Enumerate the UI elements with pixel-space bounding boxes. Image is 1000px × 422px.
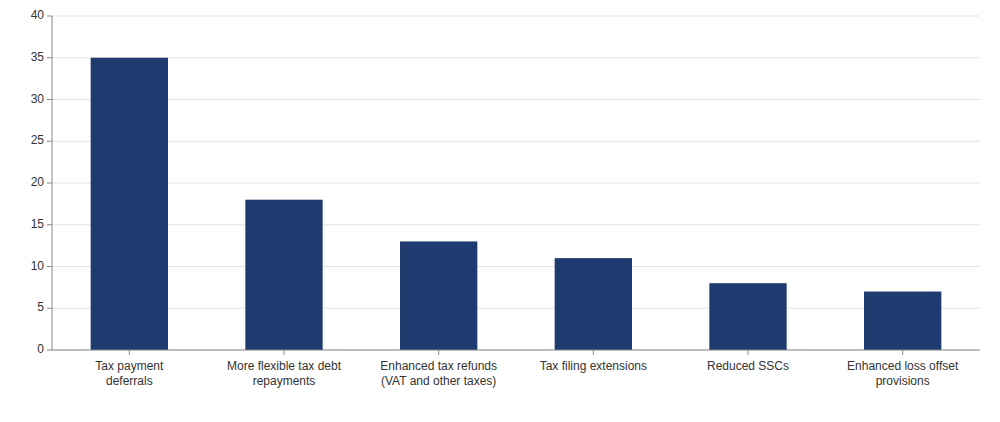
y-tick-label: 0: [37, 342, 44, 356]
x-tick-label: More flexible tax debtrepayments: [227, 359, 342, 388]
y-tick: [47, 99, 52, 100]
y-tick-label: 15: [31, 217, 45, 231]
x-tick-label: Tax paymentdeferrals: [95, 359, 164, 388]
x-tick-label-line: Enhanced loss offset: [847, 359, 959, 373]
grid-line: [52, 224, 980, 225]
grid-line: [52, 183, 980, 184]
bar: [400, 241, 477, 350]
chart-container: 0 5 10 15 20 25 30 35 40 Tax paymentdeferrals More…: [0, 0, 1000, 422]
bar: [245, 200, 322, 350]
x-tick-label-line: Reduced SSCs: [707, 359, 789, 373]
x-tick-label-line: Enhanced tax refunds: [380, 359, 497, 373]
x-tick: [748, 350, 749, 355]
y-tick-label: 10: [31, 259, 45, 273]
bars: [91, 58, 942, 350]
y-tick: [47, 57, 52, 58]
grid-line: [52, 308, 980, 309]
grid: [52, 16, 980, 350]
x-tick: [593, 350, 594, 355]
x-tick-label-line: repayments: [253, 374, 316, 388]
bar: [709, 283, 786, 350]
y-tick: [47, 224, 52, 225]
y-tick: [47, 183, 52, 184]
x-tick-label-line: deferrals: [106, 374, 153, 388]
x-tick: [129, 350, 130, 355]
y-tick: [47, 141, 52, 142]
x-tick-label: Tax filing extensions: [540, 359, 647, 373]
bar: [864, 292, 941, 350]
x-tick: [438, 350, 439, 355]
y-tick: [47, 266, 52, 267]
y-tick-label: 25: [31, 133, 45, 147]
x-tick: [902, 350, 903, 355]
y-tick-label: 20: [31, 175, 45, 189]
y-tick: [47, 308, 52, 309]
x-tick-label-line: More flexible tax debt: [227, 359, 342, 373]
x-tick-label-line: Tax payment: [95, 359, 164, 373]
x-tick-label-line: provisions: [876, 374, 930, 388]
y-tick-label: 30: [31, 92, 45, 106]
y-tick-label: 5: [37, 300, 44, 314]
y-axis: 0 5 10 15 20 25 30 35 40: [31, 8, 52, 356]
x-tick-label: Enhanced loss offsetprovisions: [847, 359, 959, 388]
x-tick-label-line: Tax filing extensions: [540, 359, 647, 373]
grid-line: [52, 16, 980, 17]
grid-line: [52, 57, 980, 58]
x-tick-label: Reduced SSCs: [707, 359, 789, 373]
y-tick-label: 40: [31, 8, 45, 22]
grid-line: [52, 141, 980, 142]
y-axis-line: [52, 16, 53, 350]
page: {"chart_data": {"type": "bar", "categori…: [0, 0, 1000, 422]
y-tick-label: 35: [31, 50, 45, 64]
grid-line: [52, 350, 980, 351]
x-axis: Tax paymentdeferrals More flexible tax de…: [95, 350, 959, 388]
grid-line: [52, 266, 980, 267]
x-tick-label: Enhanced tax refunds(VAT and other taxes…: [380, 359, 497, 388]
grid-line: [52, 99, 980, 100]
y-tick: [47, 350, 52, 351]
chart-svg: 0 5 10 15 20 25 30 35 40 Tax paymentdeferrals More…: [0, 0, 1000, 422]
y-tick: [47, 16, 52, 17]
x-axis-line: [52, 350, 980, 351]
bar: [555, 258, 632, 350]
x-tick: [284, 350, 285, 355]
bar: [91, 58, 168, 350]
x-tick-label-line: (VAT and other taxes): [381, 374, 496, 388]
